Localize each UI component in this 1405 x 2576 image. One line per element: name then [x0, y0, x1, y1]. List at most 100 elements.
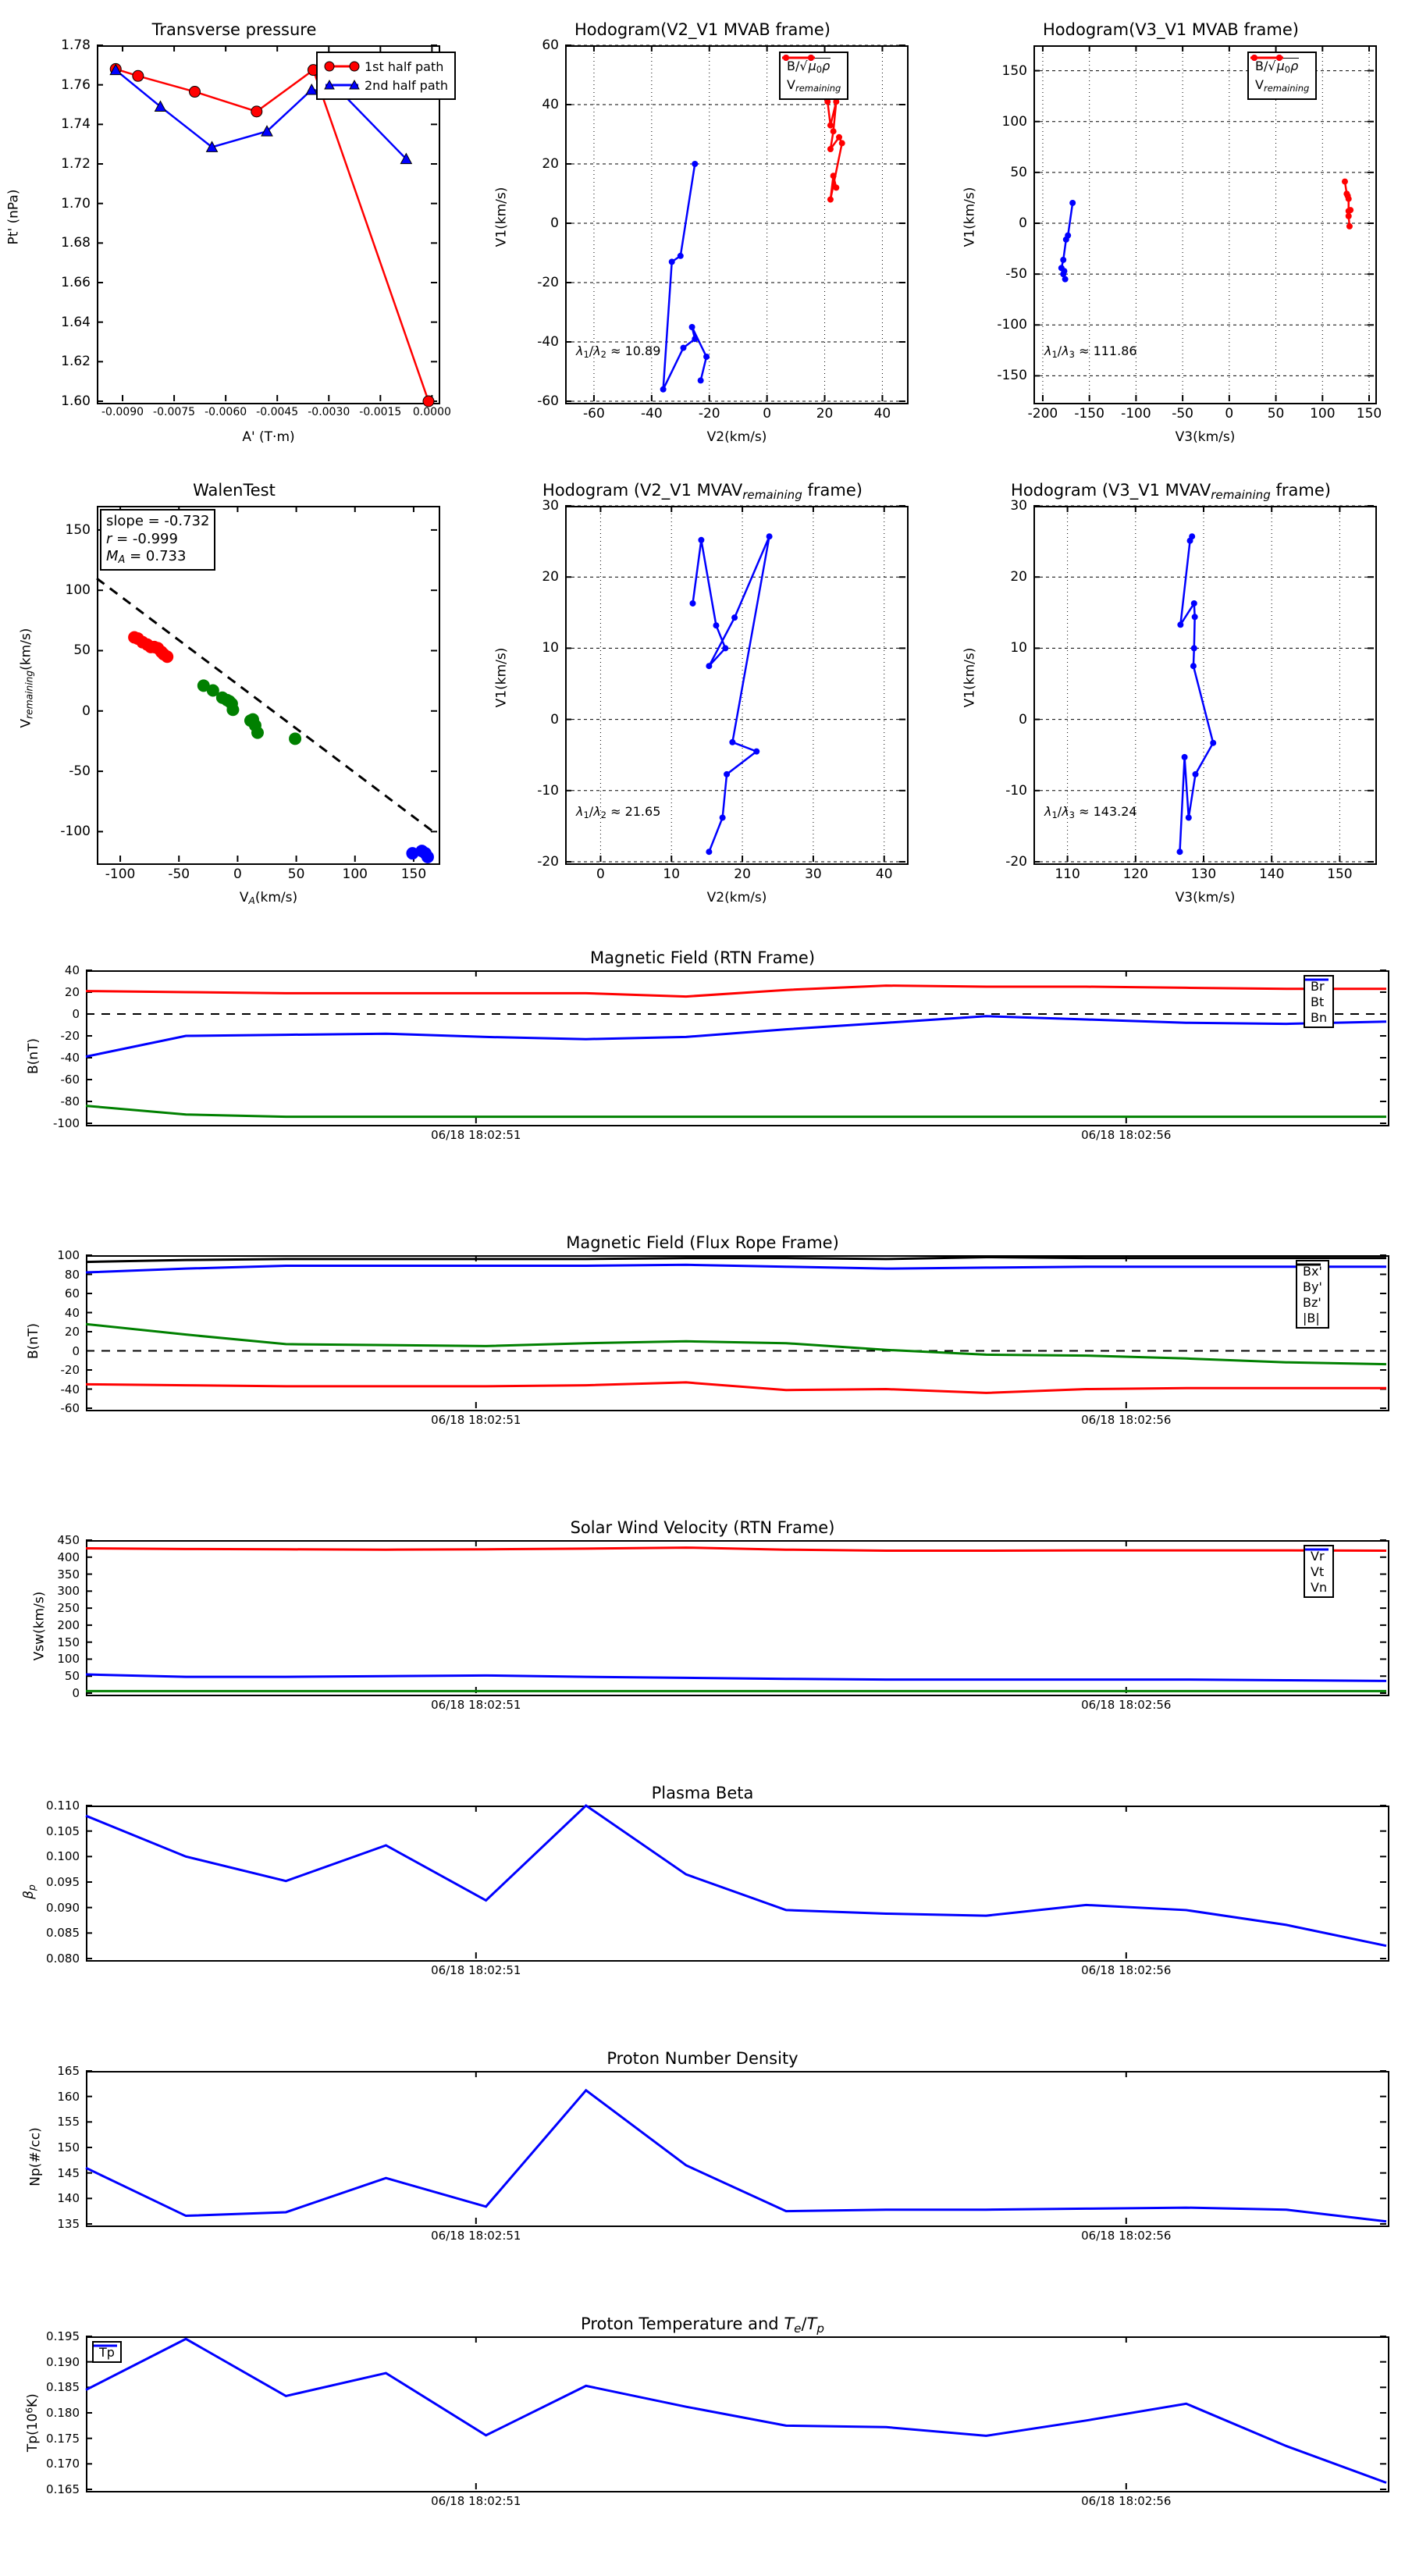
panel-hodogram-v3v1-mvav: Hodogram (V3_V1 MVAVremaining frame) V1(… [937, 468, 1405, 906]
x-tick-label: 06/18 18:02:56 [1081, 1698, 1172, 1712]
y-tick-label: 0.175 [46, 2431, 80, 2446]
panel-title: Hodogram (V2_V1 MVAVremaining frame) [542, 481, 863, 502]
data-point [421, 850, 434, 863]
plot-area [86, 2071, 1389, 2227]
x-axis-label: V3(km/s) [1175, 429, 1236, 445]
plot-area [86, 2336, 1389, 2492]
data-point [1345, 212, 1352, 219]
y-tick-label: -20 [60, 1363, 80, 1377]
legend[interactable]: Br Bt Bn [1304, 975, 1335, 1028]
plot-canvas [85, 2070, 1387, 2225]
panel-magnetic-field-flux-rope: Magnetic Field (Flux Rope Frame) B(nT) B… [0, 1233, 1405, 1468]
legend-item-vt[interactable]: Vt [1305, 1548, 1329, 1579]
plot-area [565, 506, 909, 865]
data-point [251, 726, 264, 739]
y-tick-label: 0.170 [46, 2457, 80, 2471]
y-tick-label: 1.76 [61, 76, 91, 93]
y-tick-label: 0.185 [46, 2380, 80, 2395]
data-point [1177, 621, 1184, 628]
y-tick-label: 155 [57, 2115, 80, 2129]
legend-item-vn[interactable]: Vn [1305, 1548, 1329, 1595]
data-point [689, 600, 696, 607]
series-line [85, 2337, 1387, 2484]
y-tick-label: 80 [64, 1267, 80, 1282]
x-tick-label: -150 [1074, 406, 1104, 422]
legend[interactable]: Vr Vt Vn [1304, 1545, 1335, 1598]
y-tick-label: 150 [1001, 62, 1027, 79]
series-line [85, 1804, 1387, 1948]
legend-label: Bt [1311, 994, 1325, 1009]
legend-item-1st-half[interactable]: 1st half path [324, 57, 448, 76]
panel-magnetic-field-rtn: Magnetic Field (RTN Frame) B(nT) Br Bt B… [0, 948, 1405, 1183]
legend-item-by[interactable]: By' [1297, 1263, 1322, 1294]
data-point [400, 152, 413, 165]
legend-item-bn[interactable]: Bn [1305, 978, 1329, 1025]
legend-item-vremaining[interactable]: Vremaining [782, 55, 841, 94]
panel-proton-number-density: Proton Number Density Np(#/cc) 06/18 18:… [0, 2049, 1405, 2283]
legend[interactable]: B/√μ0ρ Vremaining [779, 52, 849, 100]
legend[interactable]: Bx' By' Bz' |B| [1296, 1260, 1329, 1329]
legend-label: Bz' [1303, 1294, 1321, 1310]
x-tick-label: 06/18 18:02:51 [431, 1963, 521, 1977]
legend[interactable]: Tp [92, 2341, 122, 2363]
legend-item-bt[interactable]: Bt [1305, 978, 1329, 1009]
data-point [703, 354, 710, 360]
plot-canvas [1033, 45, 1374, 401]
legend[interactable]: 1st half path 2nd half path [316, 52, 457, 100]
x-tick-label: -20 [698, 406, 720, 422]
y-tick-label: -40 [537, 334, 559, 350]
legend-item-tp[interactable]: Tp [94, 2344, 117, 2360]
data-point [1190, 645, 1197, 652]
legend-label-balfven: B/√μ0ρ [1255, 57, 1300, 75]
legend[interactable]: B/√μ0ρ Vremaining [1247, 52, 1318, 100]
y-tick-label: 1.78 [61, 37, 91, 53]
legend-item-vremaining[interactable]: Vremaining [1250, 55, 1310, 94]
legend-label-vremaining: Vremaining [1255, 76, 1310, 94]
walen-r: r = -0.999 [106, 530, 178, 547]
walen-slope: slope = -0.732 [106, 513, 210, 529]
data-point [836, 133, 843, 141]
y-tick-label: 1.74 [61, 116, 91, 133]
panel-title: Transverse pressure [151, 20, 317, 39]
legend-item-bmag[interactable]: |B| [1297, 1263, 1322, 1325]
data-point [109, 63, 123, 76]
x-tick-label: 06/18 18:02:51 [431, 2494, 521, 2508]
legend-swatch-blue [1305, 978, 1329, 981]
panel-title: Hodogram(V3_V1 MVAB frame) [1043, 20, 1299, 39]
data-point [692, 161, 699, 167]
data-point [206, 684, 219, 697]
x-tick-label: 20 [734, 866, 751, 882]
data-point [706, 849, 713, 856]
legend-label: Vr [1311, 1548, 1325, 1564]
data-point [305, 83, 318, 95]
y-tick-label: -150 [997, 368, 1027, 384]
y-tick-label: -100 [60, 824, 91, 840]
data-point [830, 173, 837, 180]
plot-canvas [1033, 505, 1374, 863]
series-line [826, 101, 844, 200]
x-tick-label: 06/18 18:02:51 [431, 1413, 521, 1427]
x-tick-label: 0 [1225, 406, 1234, 422]
y-tick-label: 50 [1010, 164, 1027, 180]
y-tick-label: -100 [997, 317, 1027, 333]
x-axis-label: V2(km/s) [706, 429, 767, 445]
y-tick-label: 0 [72, 1343, 80, 1358]
data-point [692, 336, 699, 343]
x-tick-label: -0.0030 [308, 406, 350, 418]
legend-label: By' [1303, 1279, 1322, 1294]
x-tick-label: 30 [805, 866, 822, 882]
data-point [1060, 271, 1067, 278]
series-line [662, 163, 708, 390]
panel-title: Proton Temperature and Te/Tp [581, 2314, 824, 2336]
data-point [261, 125, 273, 137]
x-tick-label: -40 [640, 406, 663, 422]
legend-item-2nd-half[interactable]: 2nd half path [324, 76, 448, 94]
y-tick-label: 1.68 [61, 235, 91, 251]
y-tick-label: -20 [537, 275, 559, 290]
legend-item-bz[interactable]: Bz' [1297, 1263, 1322, 1310]
plot-canvas [85, 2336, 1387, 2490]
x-tick-label: 06/18 18:02:51 [431, 1698, 521, 1712]
eigenvalue-ratio-annotation: λ1/λ3 ≈ 111.86 [1044, 343, 1137, 360]
legend-label: |B| [1303, 1310, 1320, 1325]
